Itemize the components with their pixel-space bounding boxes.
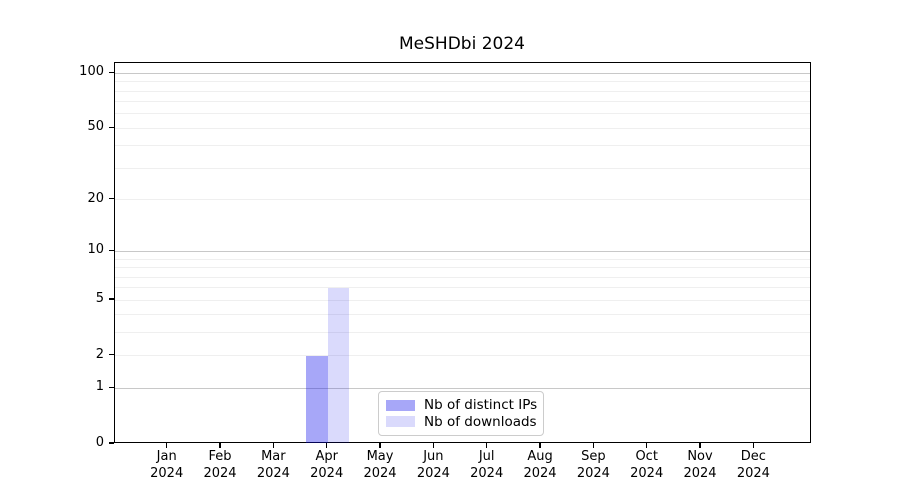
- x-tick-mark: [432, 443, 434, 448]
- y-tick-label: 0: [95, 435, 104, 450]
- minor-gridline: [115, 145, 810, 147]
- minor-gridline: [115, 299, 810, 301]
- x-tick-label: Jun 2024: [416, 449, 450, 481]
- x-tick-mark: [272, 443, 274, 448]
- y-tick-mark: [109, 298, 114, 300]
- y-tick-label: 1: [95, 379, 104, 395]
- minor-gridline: [115, 355, 810, 357]
- y-tick-label: 50: [87, 119, 104, 135]
- minor-gridline: [115, 199, 810, 201]
- x-tick-label: Nov 2024: [683, 449, 717, 481]
- legend-swatch: [386, 399, 415, 411]
- major-gridline: [115, 250, 810, 252]
- x-tick-mark: [379, 443, 381, 448]
- minor-gridline: [115, 287, 810, 289]
- bar-nb-of-distinct-ips: [305, 355, 328, 443]
- minor-gridline: [115, 267, 810, 269]
- minor-gridline: [115, 258, 810, 260]
- minor-gridline: [115, 276, 810, 278]
- x-tick-label: Dec 2024: [736, 449, 770, 481]
- legend-label: Nb of distinct IPs: [424, 397, 538, 414]
- y-tick-mark: [109, 126, 114, 128]
- x-tick-label: May 2024: [363, 449, 397, 481]
- x-tick-label: Feb 2024: [203, 449, 237, 481]
- y-tick-mark: [109, 386, 114, 388]
- legend-entry: Nb of distinct IPs: [386, 397, 538, 414]
- y-tick-label: 5: [95, 291, 104, 307]
- x-tick-mark: [646, 443, 648, 448]
- minor-gridline: [115, 167, 810, 169]
- bar-nb-of-downloads: [327, 287, 350, 443]
- x-tick-label: Mar 2024: [256, 449, 290, 481]
- legend-swatch: [386, 416, 415, 428]
- y-tick-label: 20: [87, 190, 104, 206]
- major-gridline: [115, 72, 810, 74]
- x-tick-label: Jan 2024: [150, 449, 184, 481]
- y-tick-label: 10: [87, 242, 104, 258]
- minor-gridline: [115, 90, 810, 92]
- y-tick-mark: [109, 442, 114, 444]
- legend-entry: Nb of downloads: [386, 413, 537, 430]
- plot-area: [114, 62, 811, 443]
- x-tick-mark: [752, 443, 754, 448]
- minor-gridline: [115, 314, 810, 316]
- minor-gridline: [115, 332, 810, 334]
- y-tick-mark: [109, 249, 114, 252]
- x-tick-label: Sep 2024: [576, 449, 610, 481]
- x-tick-mark: [326, 443, 328, 448]
- y-tick-mark: [109, 197, 114, 200]
- y-tick-label: 100: [79, 64, 104, 80]
- y-tick-label: 2: [95, 346, 104, 362]
- minor-gridline: [115, 101, 810, 103]
- x-tick-label: Apr 2024: [310, 449, 344, 481]
- x-tick-mark: [166, 443, 168, 448]
- legend: Nb of distinct IPs Nb of downloads: [378, 391, 544, 436]
- x-tick-mark: [486, 443, 488, 448]
- y-tick-mark: [109, 71, 114, 74]
- x-tick-label: Aug 2024: [523, 449, 557, 481]
- y-tick-mark: [109, 354, 114, 356]
- x-tick-mark: [592, 443, 594, 448]
- x-tick-mark: [539, 443, 541, 448]
- x-tick-label: Oct 2024: [630, 449, 664, 481]
- major-gridline: [115, 387, 810, 389]
- minor-gridline: [115, 127, 810, 129]
- minor-gridline: [115, 113, 810, 115]
- x-tick-mark: [699, 443, 701, 448]
- minor-gridline: [115, 81, 810, 83]
- x-tick-label: Jul 2024: [470, 449, 504, 481]
- chart-title: MeSHDbi 2024: [399, 34, 525, 54]
- legend-label: Nb of downloads: [424, 413, 537, 430]
- x-tick-mark: [219, 443, 221, 448]
